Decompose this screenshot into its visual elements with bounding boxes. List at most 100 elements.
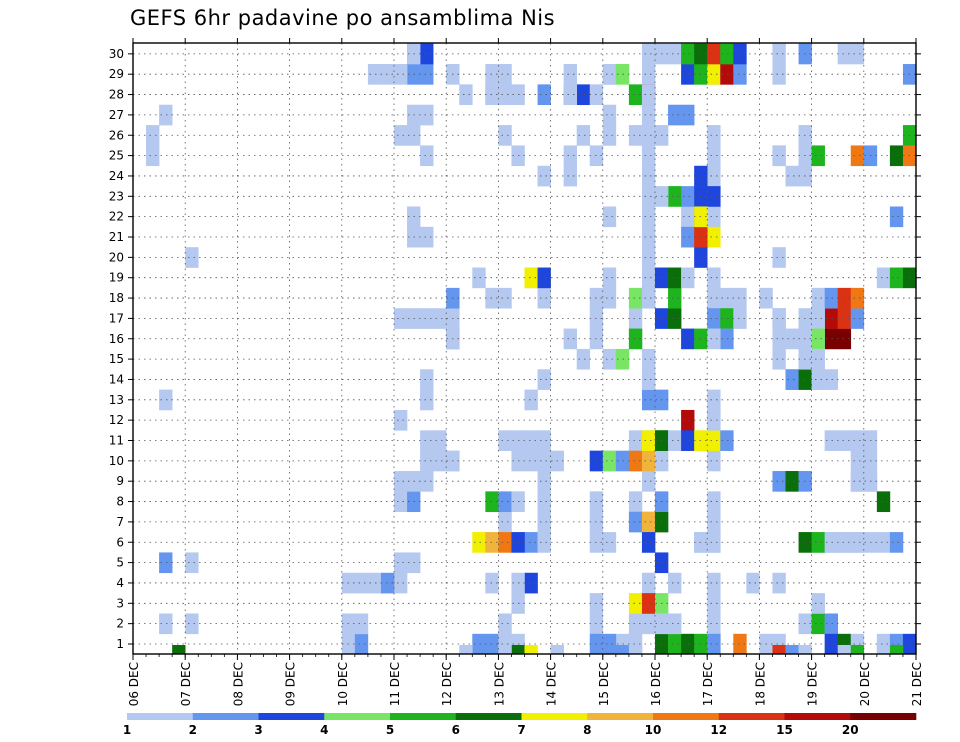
heatmap-cell <box>824 328 838 350</box>
heatmap-cell <box>876 267 891 289</box>
heatmap-cell <box>707 491 721 513</box>
heatmap-cell <box>668 287 682 309</box>
y-tick-label: 23 <box>109 189 124 203</box>
heatmap-cell <box>537 165 551 187</box>
heatmap-cell <box>837 430 852 451</box>
heatmap-cell <box>889 145 904 167</box>
y-tick-label: 2 <box>116 617 124 631</box>
heatmap-cell <box>837 308 852 329</box>
heatmap-cell <box>785 328 799 350</box>
x-tick-label: 07 DEC <box>179 662 193 706</box>
heatmap-cell <box>707 287 721 309</box>
heatmap-cell <box>641 186 656 207</box>
heatmap-cell <box>628 491 643 513</box>
heatmap-cell <box>811 369 825 390</box>
heatmap-cell <box>772 145 786 167</box>
heatmap-cell <box>576 84 591 106</box>
heatmap-cell <box>380 64 395 85</box>
colorbar-label: 5 <box>386 723 394 737</box>
heatmap-cell <box>707 511 721 533</box>
y-tick-label: 27 <box>109 108 124 122</box>
heatmap-cell <box>707 430 721 451</box>
heatmap-cell <box>811 593 825 614</box>
heatmap-cell <box>889 206 904 228</box>
heatmap-cell <box>641 369 656 390</box>
heatmap-cell <box>811 613 825 635</box>
heatmap-cell <box>824 532 838 553</box>
heatmap-cell <box>433 450 447 472</box>
heatmap-cell <box>420 450 434 472</box>
heatmap-cell <box>394 572 408 594</box>
heatmap-cell <box>602 348 617 370</box>
heatmap-cell <box>472 633 486 655</box>
heatmap-cell <box>498 491 512 513</box>
y-tick-label: 29 <box>109 67 124 81</box>
heatmap-cell <box>850 430 865 451</box>
heatmap-cell <box>811 328 825 350</box>
heatmap-cell <box>772 572 786 594</box>
heatmap-cell <box>628 593 643 614</box>
heatmap-cell <box>785 369 799 390</box>
heatmap-cell <box>420 389 434 411</box>
y-tick-label: 4 <box>116 576 124 590</box>
heatmap-cell <box>850 532 865 553</box>
heatmap-cell <box>524 389 538 411</box>
x-tick-label: 17 DEC <box>701 662 715 706</box>
heatmap-cell <box>354 572 369 594</box>
heatmap-cell <box>772 64 786 85</box>
x-tick-label: 21 DEC <box>910 662 924 706</box>
heatmap-cell <box>889 645 904 654</box>
x-tick-label: 20 DEC <box>858 662 872 706</box>
heatmap-cell <box>707 409 721 431</box>
heatmap-cell <box>602 633 617 655</box>
heatmap-cell <box>641 572 656 594</box>
colorbar-swatch <box>324 713 391 720</box>
x-tick-label: 10 DEC <box>336 662 350 706</box>
y-tick-label: 30 <box>109 47 124 61</box>
colorbar-swatch <box>390 713 457 720</box>
heatmap-cell <box>563 165 577 187</box>
heatmap-cell <box>707 125 721 146</box>
heatmap-cell <box>485 287 499 309</box>
heatmap-cell <box>850 450 865 472</box>
heatmap-cell <box>641 287 656 309</box>
colorbar-swatch <box>850 713 917 720</box>
heatmap-cell <box>707 186 721 207</box>
heatmap-cell <box>641 267 656 289</box>
heatmap-cell <box>563 84 577 106</box>
x-tick-label: 18 DEC <box>753 662 767 706</box>
y-tick-label: 15 <box>109 352 124 366</box>
heatmap-cell <box>681 267 695 289</box>
heatmap-cell <box>641 389 656 411</box>
x-tick-label: 15 DEC <box>597 662 611 706</box>
heatmap-cell <box>563 64 577 85</box>
heatmap-cell <box>733 43 747 65</box>
heatmap-cell <box>524 572 538 594</box>
heatmap-cell <box>681 64 695 85</box>
y-tick-label: 22 <box>109 210 124 224</box>
heatmap-cell <box>394 552 408 574</box>
heatmap-cell <box>837 287 852 309</box>
heatmap-cell <box>602 267 617 289</box>
colorbar-label: 10 <box>645 723 662 737</box>
heatmap-cell <box>159 389 173 411</box>
heatmap-cell <box>420 104 434 126</box>
heatmap-cell <box>850 308 865 329</box>
heatmap-cell <box>811 145 825 167</box>
heatmap-cell <box>563 145 577 167</box>
heatmap-cell <box>772 328 786 350</box>
heatmap-cell <box>850 287 865 309</box>
heatmap-cell <box>537 511 551 533</box>
x-tick-label: 06 DEC <box>127 662 141 706</box>
heatmap-cell <box>576 125 591 146</box>
heatmap-cell <box>837 328 852 350</box>
y-tick-label: 28 <box>109 88 124 102</box>
heatmap-cell <box>668 572 682 594</box>
heatmap-cell <box>498 430 512 451</box>
heatmap-cell <box>707 308 721 329</box>
heatmap-cell <box>576 348 591 370</box>
x-tick-label: 08 DEC <box>231 662 245 706</box>
y-tick-label: 20 <box>109 250 124 264</box>
heatmap-cell <box>354 613 369 635</box>
heatmap-cell <box>707 389 721 411</box>
